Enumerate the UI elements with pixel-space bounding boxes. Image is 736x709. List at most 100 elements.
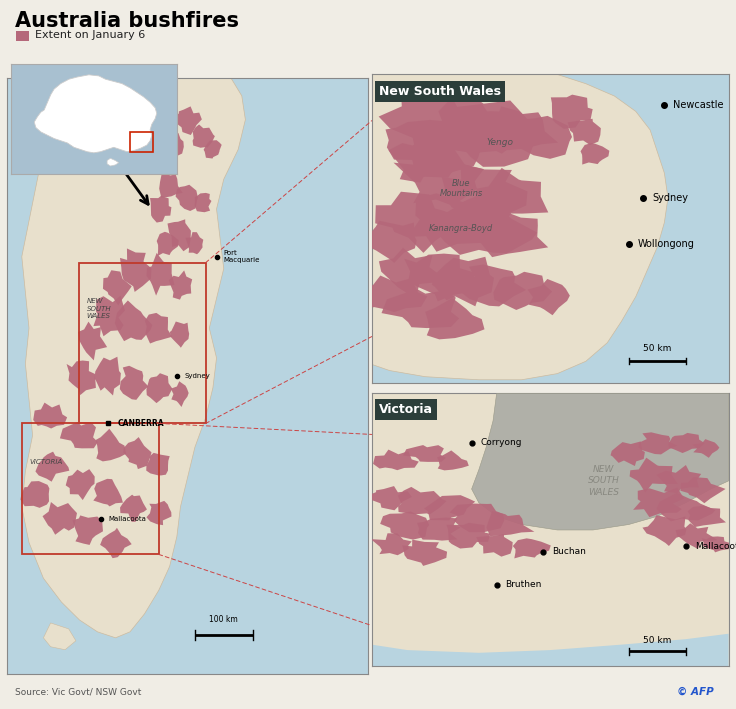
Polygon shape [43,623,76,649]
Polygon shape [21,481,49,508]
Polygon shape [479,213,548,257]
Polygon shape [120,495,147,522]
Polygon shape [146,453,170,476]
Text: Australia bushfires: Australia bushfires [15,11,238,30]
Bar [130,132,153,152]
Polygon shape [450,503,504,532]
Polygon shape [185,232,203,255]
Polygon shape [93,296,125,336]
Polygon shape [442,164,528,224]
Polygon shape [475,168,548,227]
Polygon shape [362,220,417,263]
Text: Corryong: Corryong [481,438,522,447]
Polygon shape [417,518,461,540]
Polygon shape [120,366,149,400]
Polygon shape [66,360,96,395]
Text: Kanangra-Boyd: Kanangra-Boyd [429,224,493,233]
Polygon shape [408,193,498,252]
Polygon shape [493,272,552,310]
Text: Wollongong: Wollongong [637,239,695,249]
Polygon shape [386,120,453,162]
Polygon shape [174,106,202,135]
Polygon shape [389,133,456,183]
Polygon shape [146,253,174,296]
Polygon shape [161,133,184,157]
Polygon shape [567,118,601,145]
Text: NEW
SOUTH
WALES: NEW SOUTH WALES [87,298,111,319]
Text: NEW
SOUTH
WALES: NEW SOUTH WALES [588,464,620,497]
Polygon shape [381,289,459,328]
Polygon shape [176,185,198,211]
Polygon shape [476,534,513,557]
Polygon shape [657,465,701,493]
Polygon shape [432,257,494,306]
Polygon shape [611,442,645,466]
Text: Blue
Mountains: Blue Mountains [439,179,483,199]
Text: Sydney: Sydney [184,373,210,379]
Polygon shape [581,143,609,164]
Polygon shape [375,191,467,253]
Text: 100 km: 100 km [209,615,238,624]
Polygon shape [435,199,537,255]
Polygon shape [437,450,469,470]
Text: Source: Vic Govt/ NSW Govt: Source: Vic Govt/ NSW Govt [15,687,141,696]
Text: Port
Macquarie: Port Macquarie [224,250,260,263]
Polygon shape [687,506,726,527]
Polygon shape [425,298,484,340]
Polygon shape [693,439,719,458]
Polygon shape [454,111,534,167]
Polygon shape [171,381,188,407]
Polygon shape [638,432,678,454]
Polygon shape [372,393,729,628]
Polygon shape [702,537,730,552]
Polygon shape [551,94,592,129]
Text: New South Wales: New South Wales [379,85,500,99]
Text: © AFP: © AFP [677,686,714,696]
Polygon shape [204,140,222,159]
Polygon shape [643,515,687,546]
Polygon shape [528,279,570,316]
Polygon shape [146,501,171,525]
Polygon shape [35,452,69,481]
Text: 50 km: 50 km [643,636,671,644]
Polygon shape [93,479,123,506]
Polygon shape [168,219,191,251]
Polygon shape [66,469,95,500]
Bar [79,262,205,423]
Polygon shape [100,527,132,558]
Polygon shape [472,393,729,530]
Polygon shape [120,248,152,292]
Polygon shape [22,78,245,638]
Text: Buchan: Buchan [552,547,586,557]
Polygon shape [629,458,678,493]
Polygon shape [657,493,715,521]
Polygon shape [194,193,211,212]
Polygon shape [367,486,412,510]
Polygon shape [35,74,157,153]
Polygon shape [492,106,559,150]
Polygon shape [378,89,493,157]
Text: Sydney: Sydney [652,193,688,203]
Polygon shape [94,357,121,396]
Polygon shape [157,232,179,256]
Polygon shape [447,523,490,549]
Polygon shape [513,538,551,559]
Polygon shape [115,301,152,341]
Polygon shape [372,634,729,666]
Polygon shape [372,74,668,380]
Polygon shape [103,270,132,306]
Polygon shape [72,515,103,545]
Polygon shape [373,450,419,470]
Polygon shape [398,487,447,515]
Polygon shape [633,488,684,517]
Text: Mallacoota: Mallacoota [108,515,146,522]
Polygon shape [146,373,172,403]
Polygon shape [406,124,492,178]
Polygon shape [170,321,189,347]
Polygon shape [372,393,729,666]
Polygon shape [150,196,171,223]
Polygon shape [193,125,215,147]
Polygon shape [404,254,475,301]
Polygon shape [676,523,718,549]
Bar [22,423,159,554]
